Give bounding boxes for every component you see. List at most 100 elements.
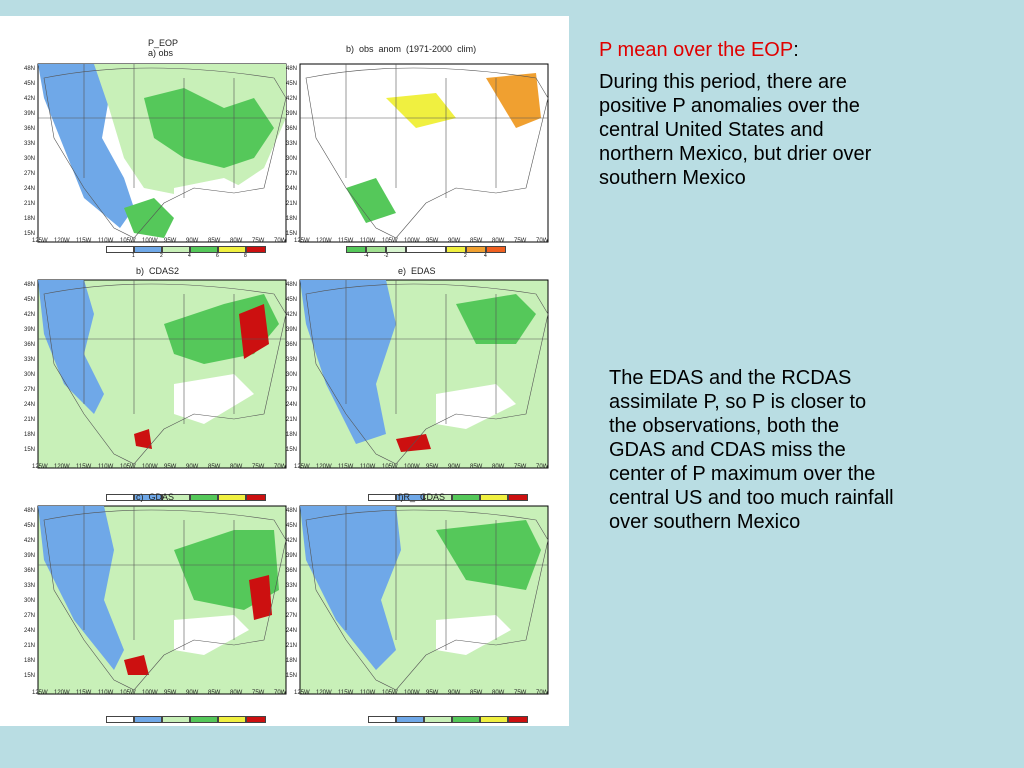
- lat-tick: 18N: [286, 658, 298, 664]
- summary-text: P mean over the EOP: During this period,…: [599, 38, 889, 190]
- lat-tick: 36N: [286, 126, 298, 132]
- lat-tick: 48N: [286, 66, 298, 72]
- lat-tick: 45N: [24, 523, 36, 529]
- lon-tick: 105W: [120, 238, 136, 244]
- lon-tick: 125W: [294, 238, 310, 244]
- lat-tick: 33N: [24, 141, 36, 147]
- lat-tick: 48N: [24, 508, 36, 514]
- tick: 1: [132, 253, 135, 259]
- tick: 2: [464, 253, 467, 259]
- lon-tick: 80W: [492, 690, 505, 696]
- lon-tick: 85W: [470, 464, 483, 470]
- lat-tick: 42N: [24, 538, 36, 544]
- lat-tick: 21N: [286, 417, 298, 423]
- lat-tick: 24N: [24, 628, 36, 634]
- precipitation-map: [37, 505, 287, 695]
- tick: 4: [188, 253, 191, 259]
- lon-tick: 70W: [274, 690, 287, 696]
- lon-tick: 115W: [76, 464, 92, 470]
- lon-tick: 115W: [338, 238, 354, 244]
- lat-tick: 15N: [24, 673, 36, 679]
- lon-tick: 80W: [230, 690, 243, 696]
- tick: 4: [484, 253, 487, 259]
- lat-tick: 18N: [286, 216, 298, 222]
- lon-tick: 110W: [98, 690, 114, 696]
- lat-tick: 39N: [286, 327, 298, 333]
- panel-title: c) GDAS: [136, 492, 175, 502]
- lon-tick: 90W: [448, 238, 461, 244]
- lon-tick: 70W: [536, 464, 549, 470]
- lat-tick: 42N: [24, 96, 36, 102]
- lon-tick: 90W: [448, 690, 461, 696]
- lon-tick: 95W: [426, 238, 439, 244]
- lon-tick: 90W: [186, 690, 199, 696]
- lat-tick: 15N: [286, 447, 298, 453]
- lat-tick: 42N: [286, 96, 298, 102]
- lon-tick: 95W: [164, 464, 177, 470]
- lat-tick: 39N: [24, 327, 36, 333]
- paragraph-1: During this period, there are positive P…: [599, 71, 872, 189]
- tick: -4: [364, 253, 369, 259]
- lat-tick: 15N: [286, 231, 298, 237]
- lat-tick: 30N: [24, 156, 36, 162]
- lon-tick: 115W: [76, 238, 92, 244]
- lon-tick: 70W: [274, 238, 287, 244]
- colorbar: [106, 716, 266, 723]
- lon-tick: 115W: [338, 690, 354, 696]
- lon-tick: 70W: [536, 690, 549, 696]
- lon-tick: 110W: [98, 238, 114, 244]
- lon-tick: 110W: [360, 464, 376, 470]
- lat-tick: 39N: [24, 111, 36, 117]
- lon-tick: 85W: [470, 690, 483, 696]
- tick: 8: [244, 253, 247, 259]
- lat-tick: 27N: [24, 613, 36, 619]
- lat-tick: 21N: [24, 643, 36, 649]
- anomaly-map: [299, 63, 549, 243]
- map-panel-cdas2: b) CDAS2 48N 45N 42N 39N 36N 33N 30N 27N 24N 21N 1…: [24, 264, 304, 501]
- lat-tick: 42N: [286, 312, 298, 318]
- panel-title: e) EDAS: [398, 266, 436, 276]
- tick: 6: [216, 253, 219, 259]
- lat-tick: 27N: [24, 171, 36, 177]
- lat-tick: 39N: [286, 553, 298, 559]
- lat-tick: 27N: [286, 171, 298, 177]
- lon-tick: 70W: [274, 464, 287, 470]
- lat-tick: 18N: [24, 658, 36, 664]
- lat-tick: 42N: [286, 538, 298, 544]
- precipitation-map: [37, 279, 287, 469]
- lon-tick: 75W: [514, 464, 527, 470]
- lat-tick: 30N: [286, 372, 298, 378]
- lon-tick: 120W: [54, 464, 70, 470]
- tick: 2: [160, 253, 163, 259]
- panel-title: P_EOP a) obs: [148, 38, 179, 58]
- lat-tick: 30N: [286, 156, 298, 162]
- lat-tick: 27N: [286, 387, 298, 393]
- lon-tick: 125W: [294, 464, 310, 470]
- lat-tick: 15N: [24, 447, 36, 453]
- colorbar: [368, 494, 528, 501]
- lat-tick: 48N: [24, 282, 36, 288]
- lat-tick: 18N: [24, 216, 36, 222]
- lon-tick: 75W: [252, 464, 265, 470]
- map-figure: P_EOP a) obs 1 2 4 6 8 48N 45N 42N 39N 36N 33N 30N…: [0, 16, 569, 726]
- lon-tick: 115W: [338, 464, 354, 470]
- lon-tick: 100W: [142, 464, 158, 470]
- lon-tick: 75W: [514, 238, 527, 244]
- lat-tick: 45N: [286, 523, 298, 529]
- lon-tick: 90W: [186, 238, 199, 244]
- lon-tick: 120W: [316, 464, 332, 470]
- lon-tick: 110W: [360, 690, 376, 696]
- map-panel-rcdas: f)R_ CDAS 48N 45N 42N 39N 36N 33N 30N 27N 24N 21N…: [286, 490, 566, 723]
- colorbar-ticks: 1 2 4 6 8: [106, 253, 266, 261]
- lat-tick: 33N: [286, 583, 298, 589]
- lon-tick: 80W: [492, 464, 505, 470]
- panel-title: b) CDAS2: [136, 266, 180, 276]
- panel-title: f)R_ CDAS: [398, 492, 446, 502]
- lon-tick: 120W: [316, 690, 332, 696]
- lon-tick: 85W: [208, 238, 221, 244]
- lat-tick: 18N: [286, 432, 298, 438]
- lat-tick: 15N: [24, 231, 36, 237]
- lat-tick: 36N: [286, 342, 298, 348]
- lon-tick: 95W: [164, 690, 177, 696]
- lon-tick: 80W: [492, 238, 505, 244]
